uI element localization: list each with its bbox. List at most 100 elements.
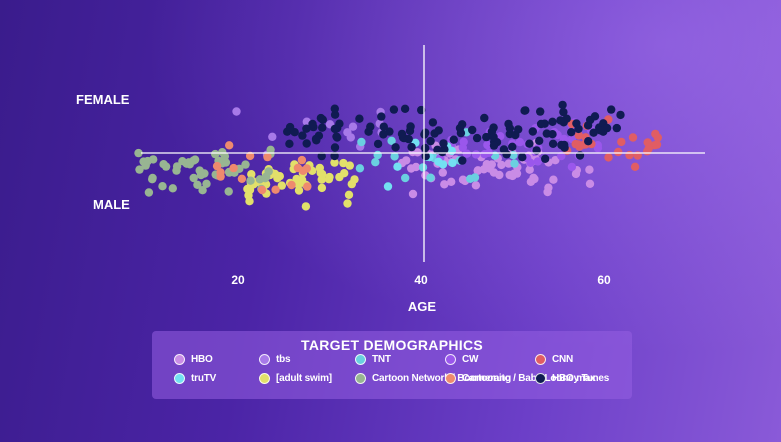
point-cartoon-network-boomerang <box>189 173 198 183</box>
legend-swatch <box>174 372 185 384</box>
point-hbo-max <box>595 126 605 135</box>
point-cartoon-network-boomerang <box>182 159 191 168</box>
legend-item-trutv: truTV <box>174 370 216 386</box>
point-adult-swim <box>247 170 256 179</box>
point-hbo-max <box>285 139 294 148</box>
point-hbo-max <box>318 123 327 132</box>
point-cartoon-network-boomerang <box>134 148 143 158</box>
point-hbo-max <box>456 128 466 138</box>
point-hbo-max <box>536 119 546 129</box>
legend-item-cw: CW <box>445 351 478 367</box>
point-tnt <box>418 163 428 172</box>
point-hbo-max <box>567 128 576 137</box>
point-hbo-max <box>502 150 511 159</box>
point-cartoonito-baby-looney-tunes <box>212 161 222 171</box>
legend-item-tbs: tbs <box>259 351 291 367</box>
point-hbo-max <box>438 147 447 157</box>
point-hbo-max <box>518 153 527 162</box>
point-hbo <box>551 156 560 165</box>
point-hbo-max <box>472 133 482 143</box>
point-cartoon-network-boomerang <box>241 160 250 169</box>
point-cw <box>557 151 566 161</box>
point-hbo-max <box>548 117 557 127</box>
point-cartoon-network-boomerang <box>148 175 157 184</box>
legend-label: HBO <box>191 353 213 365</box>
point-cartoon-network-boomerang <box>221 158 231 167</box>
point-hbo-max <box>556 116 565 125</box>
point-hbo-max <box>584 137 593 146</box>
point-hbo-max <box>589 128 598 137</box>
legend-label: tbs <box>276 353 291 365</box>
point-cnn <box>604 153 613 162</box>
point-hbo-max <box>558 100 567 110</box>
legend-label: CNN <box>552 353 574 365</box>
point-adult-swim <box>343 199 352 208</box>
point-cw <box>471 150 481 159</box>
point-hbo-max <box>377 112 386 121</box>
point-cartoon-network-boomerang <box>246 176 255 185</box>
legend-label: TNT <box>372 353 391 365</box>
point-hbo <box>438 168 447 177</box>
point-adult-swim <box>294 186 304 195</box>
point-tnt <box>426 173 435 182</box>
point-hbo-max <box>434 126 443 135</box>
point-hbo <box>447 177 456 186</box>
point-cartoonito-baby-looney-tunes <box>216 168 225 177</box>
point-hbo-max <box>548 130 557 139</box>
point-cartoonito-baby-looney-tunes <box>257 185 267 195</box>
point-hbo-max <box>489 132 498 142</box>
legend-item-cnn: CNN <box>535 351 573 367</box>
x-axis-label: AGE <box>408 299 437 314</box>
point-hbo-max <box>426 136 435 146</box>
point-cnn <box>625 150 634 160</box>
legend-label: [adult swim] <box>276 372 332 384</box>
point-hbo-max <box>602 123 612 133</box>
point-hbo-max <box>391 143 400 152</box>
legend-label: CW <box>462 353 479 365</box>
legend-label: truTV <box>191 372 217 384</box>
point-hbo-max <box>389 105 399 114</box>
point-hbo-max <box>302 124 311 133</box>
point-tnt <box>401 173 410 183</box>
point-cnn <box>628 133 638 142</box>
point-hbo-max <box>607 105 616 114</box>
x-tick-40: 40 <box>414 273 428 287</box>
legend-swatch <box>259 372 270 384</box>
point-hbo <box>504 159 513 168</box>
point-hbo <box>585 165 594 174</box>
point-cartoonito-baby-looney-tunes <box>263 152 272 162</box>
point-hbo-max <box>355 114 364 123</box>
point-adult-swim <box>275 172 284 181</box>
point-cw <box>593 141 602 150</box>
point-tnt <box>371 158 380 167</box>
point-hbo <box>497 160 506 170</box>
point-hbo-max <box>298 131 307 140</box>
point-hbo-max <box>511 130 520 140</box>
point-tnt <box>390 152 399 161</box>
point-cw <box>483 140 492 150</box>
point-hbo-max <box>318 115 327 124</box>
point-hbo <box>525 165 534 174</box>
point-cw <box>480 150 489 159</box>
point-hbo-max <box>468 125 477 135</box>
legend-item-adult-swim: [adult swim] <box>259 370 332 386</box>
point-hbo-max <box>330 104 339 113</box>
point-hbo-max <box>541 154 550 163</box>
point-adult-swim <box>345 161 354 170</box>
legend-swatch <box>445 353 456 365</box>
point-cartoon-network-boomerang <box>172 162 182 171</box>
point-hbo-max <box>312 136 321 145</box>
point-adult-swim <box>277 181 286 190</box>
point-hbo-max <box>449 135 458 144</box>
point-cnn <box>614 147 623 157</box>
point-cw <box>462 149 472 158</box>
point-hbo-max <box>405 126 415 136</box>
legend-swatch <box>535 353 546 365</box>
point-cartoon-network-boomerang <box>144 188 154 197</box>
point-hbo-max <box>574 124 583 134</box>
point-cartoonito-baby-looney-tunes <box>297 155 307 165</box>
point-tnt <box>470 173 480 182</box>
point-cnn <box>651 129 660 139</box>
point-hbo-max <box>373 139 383 149</box>
point-hbo <box>529 173 538 182</box>
